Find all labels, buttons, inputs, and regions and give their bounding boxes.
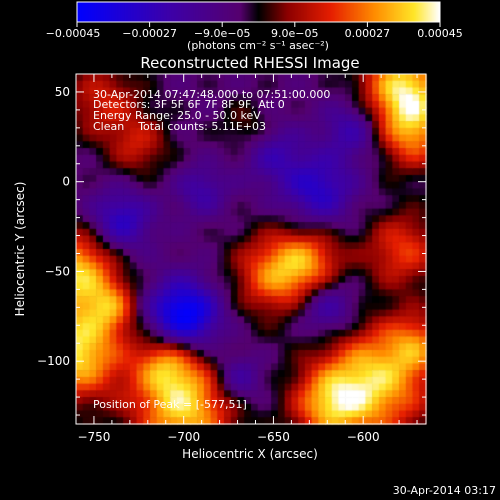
footer-timestamp: 30-Apr-2014 03:17 — [393, 484, 496, 497]
y-tick-label: −100 — [37, 354, 70, 368]
colorbar-tick-label: 9.0e−05 — [271, 27, 318, 40]
y-tick-label: 50 — [55, 85, 70, 99]
y-tick-label: −50 — [45, 264, 70, 278]
y-tick-label: 0 — [62, 175, 70, 189]
axis-ticks: −750 −700 −650 −600 50 0 −50 −100 — [37, 73, 426, 444]
colorbar-tick-label: 0.00027 — [345, 27, 391, 40]
x-tick-label: −750 — [77, 430, 110, 444]
colorbar-tick-label: 0.00045 — [417, 27, 463, 40]
x-tick-label: −700 — [167, 430, 200, 444]
annotation-time-range: 30-Apr-2014 07:47:48.000 to 07:51:00.000 — [93, 88, 330, 101]
y-axis-label: Heliocentric Y (arcsec) — [13, 182, 27, 317]
plot-frame — [75, 73, 427, 425]
annotation-energy-range: Energy Range: 25.0 - 50.0 keV — [93, 109, 261, 122]
annotation-clean-counts: Clean Total counts: 5.11E+03 — [93, 120, 266, 133]
annotation-block: 30-Apr-2014 07:47:48.000 to 07:51:00.000… — [93, 88, 330, 133]
colorbar-tick-label: −0.00045 — [46, 27, 101, 40]
peak-position-label: Position of Peak = [-577,51] — [93, 398, 247, 411]
colorbar-unit-label: (photons cm⁻² s⁻¹ asec⁻²) — [187, 39, 329, 52]
annotation-detectors: Detectors: 3F 5F 6F 7F 8F 9F, Att 0 — [93, 98, 285, 111]
x-tick-label: −600 — [347, 430, 380, 444]
x-axis-label: Heliocentric X (arcsec) — [182, 447, 318, 461]
chart-title: Reconstructed RHESSI Image — [140, 54, 359, 72]
colorbar-tick-label: −9.0e−05 — [194, 27, 251, 40]
colorbar-tick-label: −0.00027 — [122, 27, 177, 40]
colorbar-frame — [76, 1, 441, 23]
x-tick-label: −650 — [257, 430, 290, 444]
colorbar-ticks: −0.00045 −0.00027 −9.0e−05 9.0e−05 0.00027 0.… — [46, 22, 463, 40]
